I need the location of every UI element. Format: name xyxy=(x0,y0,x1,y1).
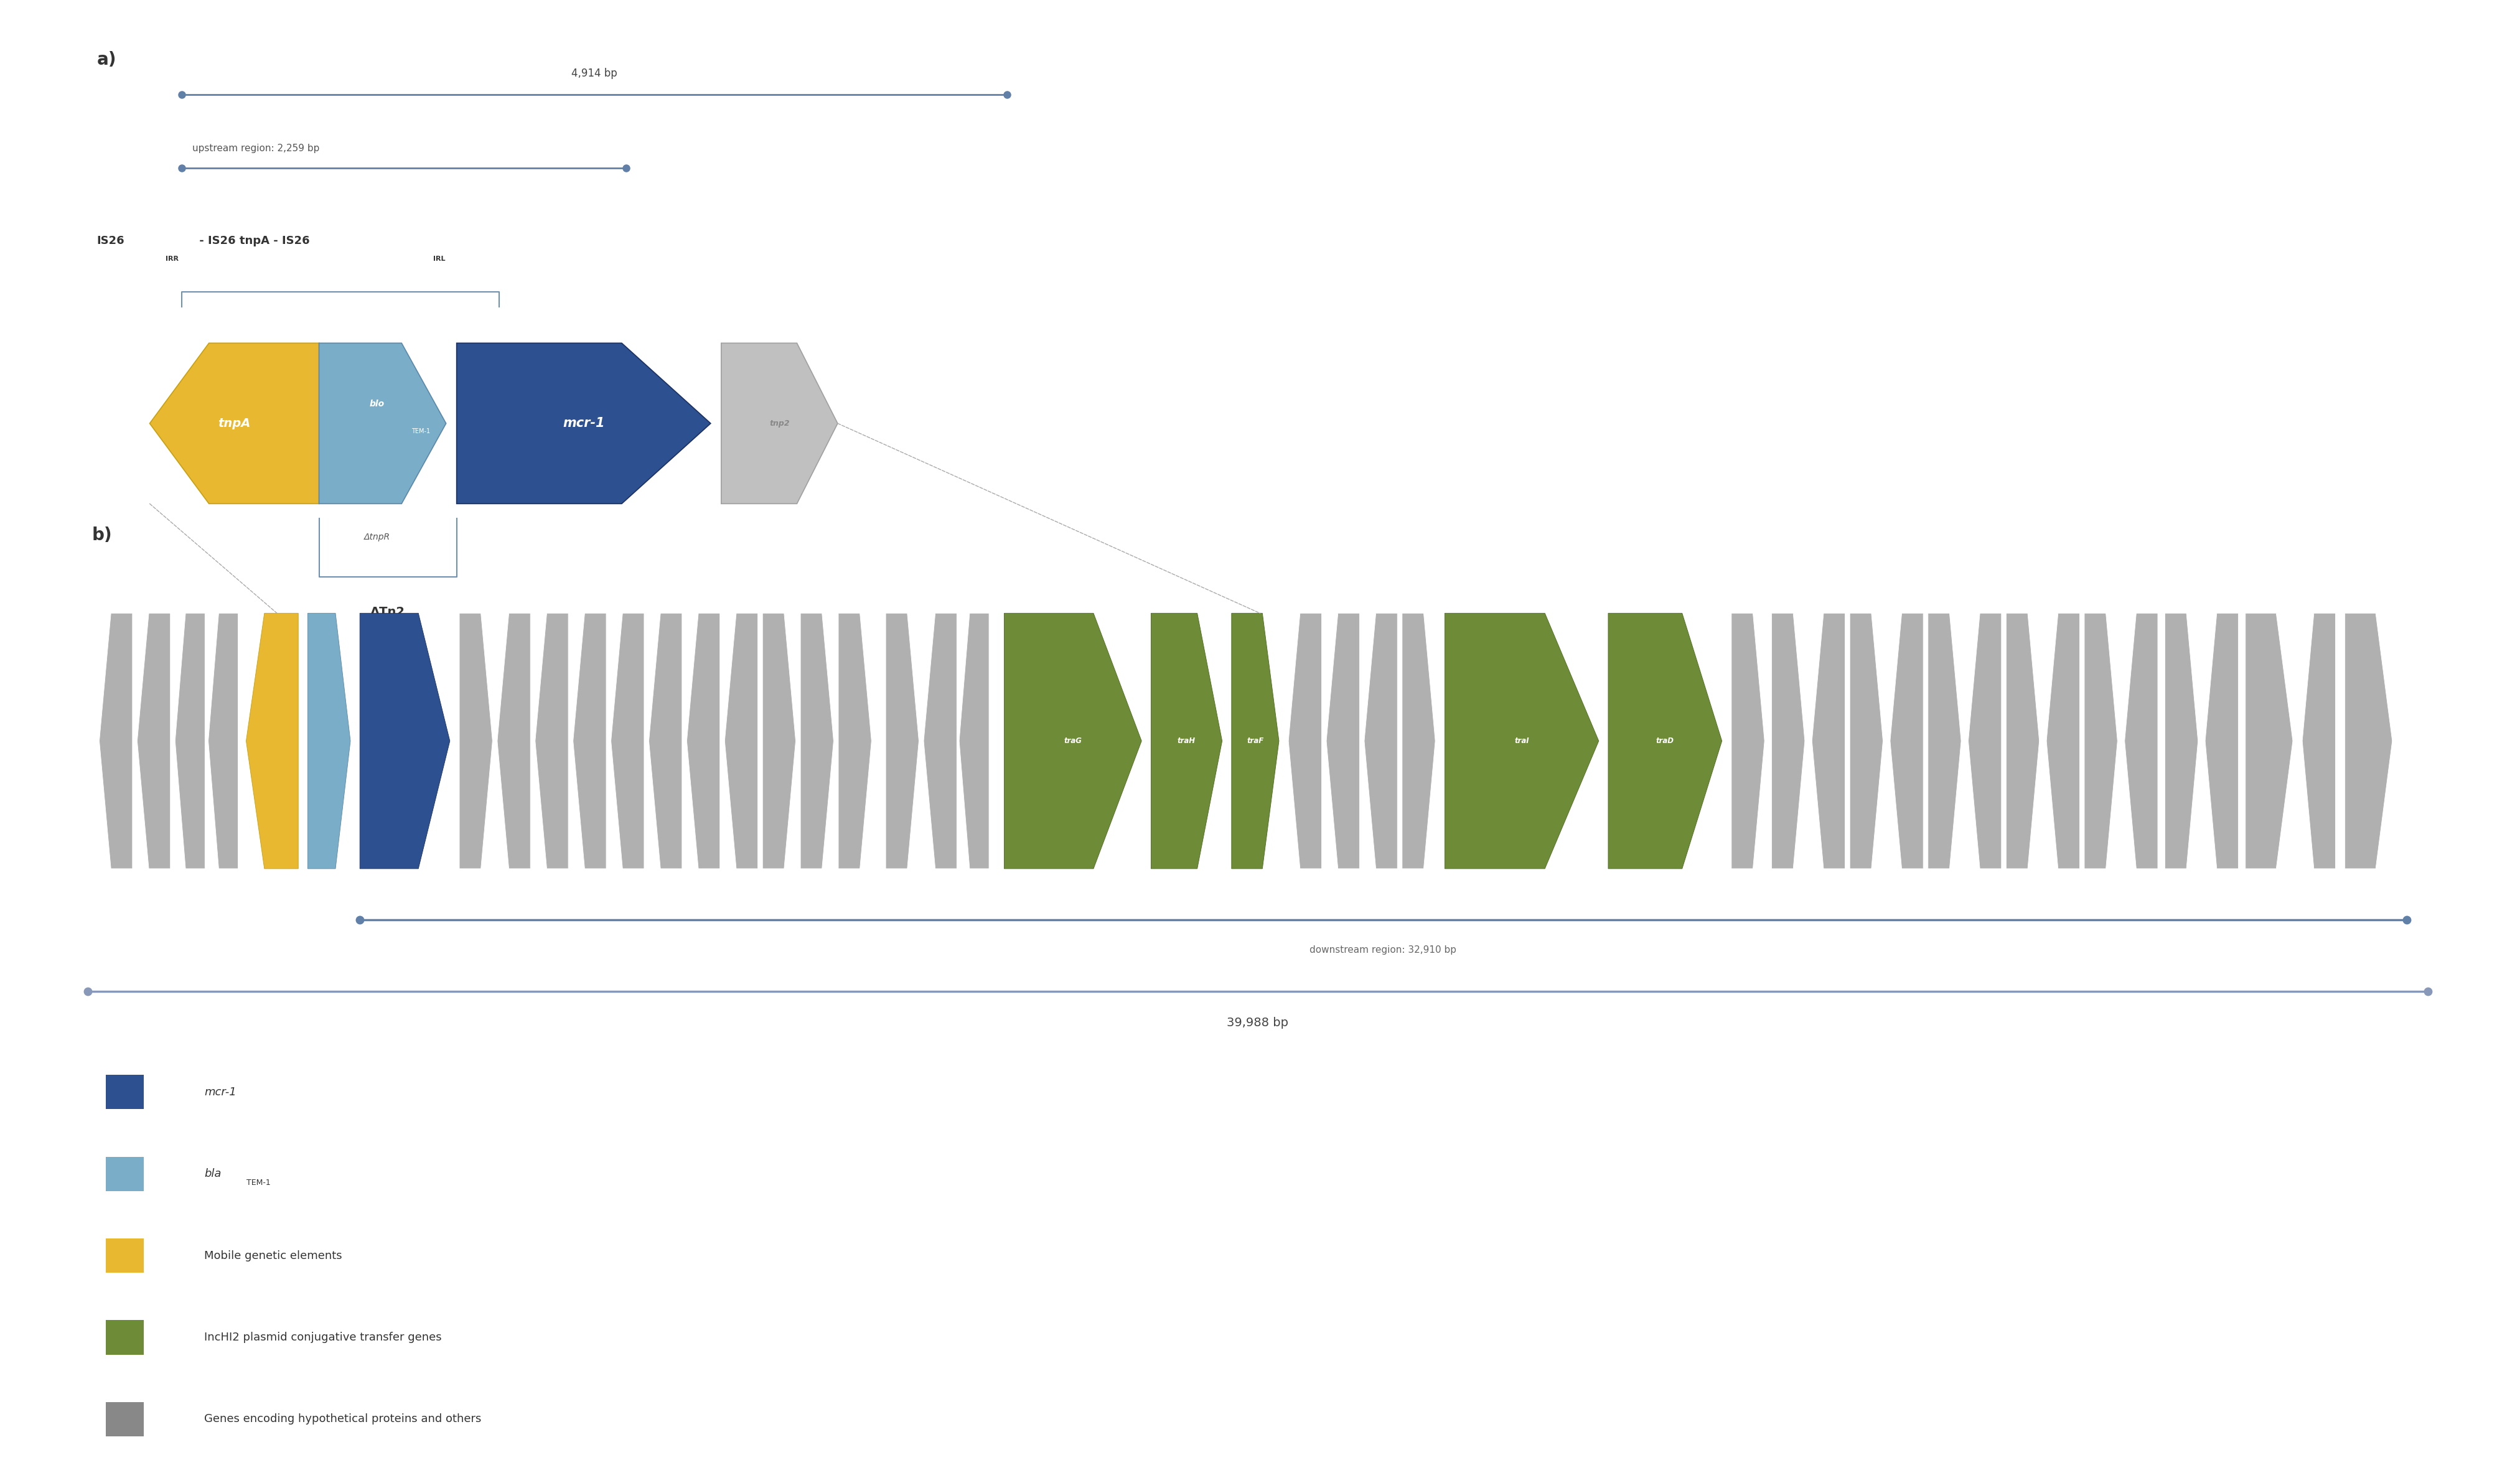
Text: b): b) xyxy=(93,527,113,543)
Text: a): a) xyxy=(96,51,116,69)
Polygon shape xyxy=(247,613,297,869)
Polygon shape xyxy=(2205,613,2238,869)
Polygon shape xyxy=(2165,613,2197,869)
Polygon shape xyxy=(1326,613,1358,869)
Polygon shape xyxy=(1444,613,1598,869)
Polygon shape xyxy=(801,613,834,869)
Text: downstream region: 32,910 bp: downstream region: 32,910 bp xyxy=(1310,946,1457,955)
Polygon shape xyxy=(496,613,529,869)
Polygon shape xyxy=(764,613,796,869)
Polygon shape xyxy=(1608,613,1721,869)
Polygon shape xyxy=(1731,613,1764,869)
Polygon shape xyxy=(1003,613,1142,869)
Polygon shape xyxy=(1401,613,1436,869)
Polygon shape xyxy=(307,613,350,869)
Polygon shape xyxy=(726,613,759,869)
Polygon shape xyxy=(456,343,711,504)
Bar xyxy=(106,1402,144,1437)
Polygon shape xyxy=(1288,613,1320,869)
Polygon shape xyxy=(1850,613,1882,869)
Bar xyxy=(106,1156,144,1191)
Polygon shape xyxy=(925,613,958,869)
Polygon shape xyxy=(209,613,237,869)
Text: IRL: IRL xyxy=(433,255,446,263)
Text: tnpA: tnpA xyxy=(219,418,249,429)
Text: traI: traI xyxy=(1515,737,1530,745)
Polygon shape xyxy=(2303,613,2336,869)
Polygon shape xyxy=(721,343,837,504)
Polygon shape xyxy=(1772,613,1804,869)
Polygon shape xyxy=(2346,613,2391,869)
Polygon shape xyxy=(2124,613,2157,869)
Text: upstream region: 2,259 bp: upstream region: 2,259 bp xyxy=(192,145,320,153)
Polygon shape xyxy=(1812,613,1845,869)
Text: ΔtnpR: ΔtnpR xyxy=(363,533,391,542)
Text: ΔTn2: ΔTn2 xyxy=(370,606,406,618)
Text: traF: traF xyxy=(1247,737,1263,745)
Polygon shape xyxy=(839,613,872,869)
Polygon shape xyxy=(2245,613,2293,869)
Text: traH: traH xyxy=(1177,737,1194,745)
Polygon shape xyxy=(149,343,320,504)
Polygon shape xyxy=(1152,613,1222,869)
Polygon shape xyxy=(610,613,645,869)
Text: traG: traG xyxy=(1063,737,1081,745)
Text: traD: traD xyxy=(1656,737,1673,745)
Text: IRR: IRR xyxy=(166,255,179,263)
Polygon shape xyxy=(1928,613,1961,869)
Polygon shape xyxy=(688,613,721,869)
Polygon shape xyxy=(1232,613,1280,869)
Bar xyxy=(106,1075,144,1110)
Text: IS26: IS26 xyxy=(96,235,123,247)
Polygon shape xyxy=(885,613,920,869)
Text: mcr-1: mcr-1 xyxy=(204,1086,237,1098)
Text: Genes encoding hypothetical proteins and others: Genes encoding hypothetical proteins and… xyxy=(204,1413,481,1425)
Polygon shape xyxy=(572,613,607,869)
Text: Mobile genetic elements: Mobile genetic elements xyxy=(204,1250,343,1261)
Text: TEM-1: TEM-1 xyxy=(411,428,431,435)
Polygon shape xyxy=(648,613,683,869)
Text: bla: bla xyxy=(204,1168,222,1180)
Text: TEM-1: TEM-1 xyxy=(247,1178,270,1187)
Polygon shape xyxy=(320,343,446,504)
Bar xyxy=(106,1320,144,1355)
Text: - IS26 tnpA - IS26: - IS26 tnpA - IS26 xyxy=(194,235,310,247)
Polygon shape xyxy=(2046,613,2079,869)
Polygon shape xyxy=(174,613,204,869)
Polygon shape xyxy=(2006,613,2039,869)
Polygon shape xyxy=(960,613,988,869)
Polygon shape xyxy=(459,613,491,869)
Polygon shape xyxy=(1890,613,1923,869)
Polygon shape xyxy=(1363,613,1399,869)
Polygon shape xyxy=(534,613,570,869)
Text: blo: blo xyxy=(370,400,386,409)
Text: 39,988 bp: 39,988 bp xyxy=(1227,1016,1288,1029)
Polygon shape xyxy=(98,613,134,869)
Text: mcr-1: mcr-1 xyxy=(562,418,605,429)
Text: tnp2: tnp2 xyxy=(769,419,789,428)
Text: IncHI2 plasmid conjugative transfer genes: IncHI2 plasmid conjugative transfer gene… xyxy=(204,1332,441,1343)
Bar xyxy=(106,1238,144,1273)
Polygon shape xyxy=(136,613,171,869)
Polygon shape xyxy=(2084,613,2117,869)
Text: 4,914 bp: 4,914 bp xyxy=(572,67,617,79)
Polygon shape xyxy=(1968,613,2001,869)
Polygon shape xyxy=(360,613,451,869)
